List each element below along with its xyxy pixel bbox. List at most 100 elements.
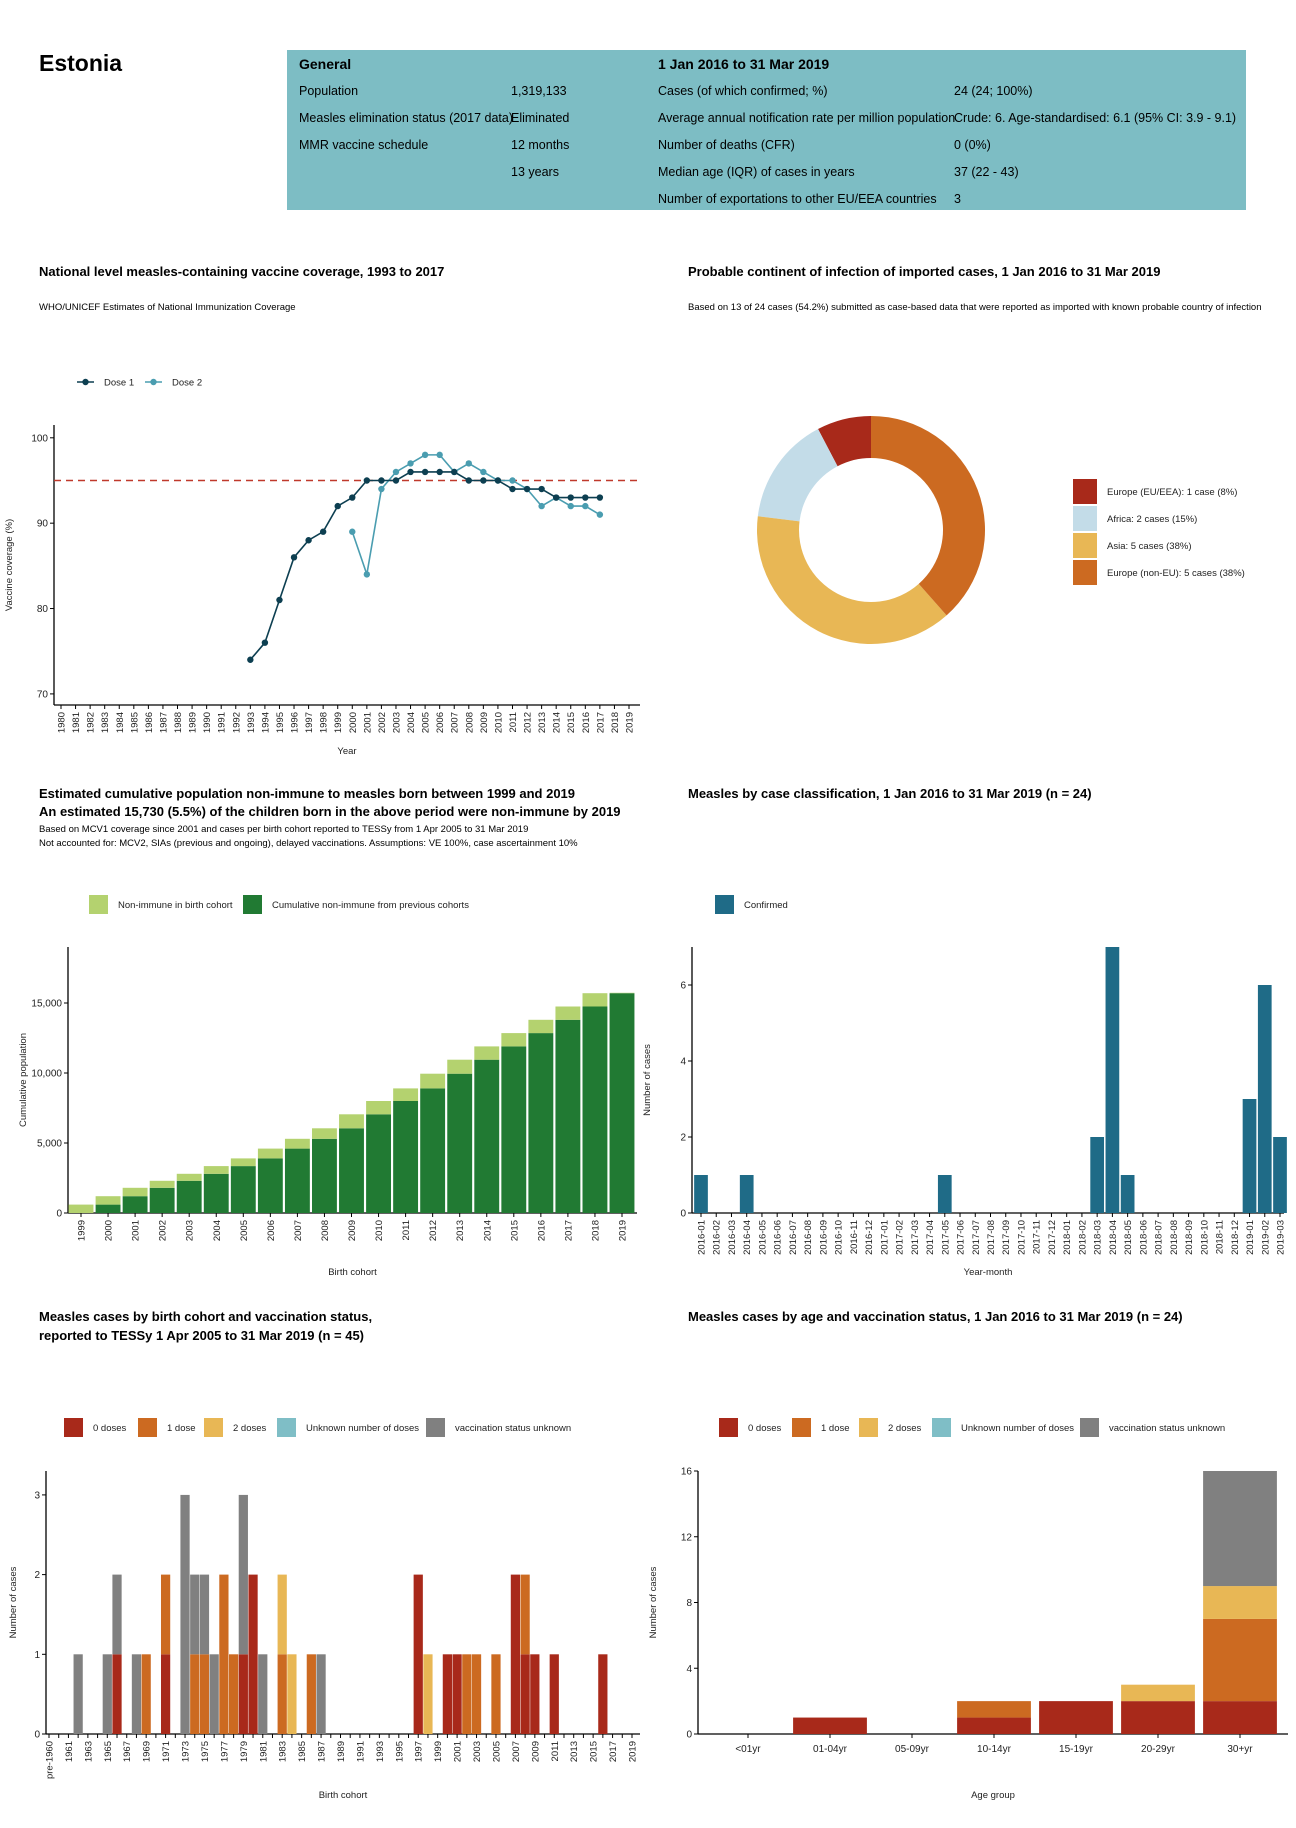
data-point bbox=[465, 460, 472, 467]
x-tick-label: 2008 bbox=[320, 1220, 331, 1241]
legend-label: vaccination status unknown bbox=[455, 1423, 571, 1434]
data-point bbox=[509, 477, 516, 484]
x-tick-label: 2017-11 bbox=[1032, 1220, 1043, 1254]
legend-label: Africa: 2 cases (15%) bbox=[1107, 514, 1197, 525]
bar-segment bbox=[423, 1654, 433, 1734]
bar-segment bbox=[257, 1148, 283, 1159]
x-tick-label: 1994 bbox=[260, 712, 271, 733]
bar-segment bbox=[520, 1574, 530, 1655]
x-tick-label: 2011 bbox=[550, 1741, 561, 1761]
bar-segment bbox=[582, 1006, 608, 1213]
data-point bbox=[363, 571, 371, 578]
data-point bbox=[349, 528, 356, 535]
bar-segment bbox=[122, 1187, 148, 1197]
x-tick-label: 2017 bbox=[595, 712, 606, 733]
legend-swatch bbox=[138, 1418, 157, 1437]
legend-label: Dose 2 bbox=[172, 378, 202, 389]
data-point bbox=[407, 468, 414, 476]
x-tick-label: 1987 bbox=[158, 712, 169, 733]
legend-label: 1 dose bbox=[821, 1423, 850, 1434]
x-tick-label: 1985 bbox=[129, 712, 140, 733]
y-tick-label: 0 bbox=[686, 1730, 692, 1741]
bar-segment bbox=[284, 1148, 310, 1213]
x-tick-label: 2007 bbox=[511, 1741, 522, 1762]
x-tick-label: 2016-02 bbox=[712, 1220, 723, 1255]
nonimmune-title-2: An estimated 15,730 (5.5%) of the childr… bbox=[39, 804, 621, 819]
bar-segment bbox=[474, 1059, 500, 1213]
bar-segment bbox=[277, 1574, 287, 1655]
bar-segment bbox=[284, 1138, 310, 1149]
x-tick-label: 2003 bbox=[185, 1220, 196, 1241]
legend-label: 2 doses bbox=[233, 1423, 267, 1434]
summary-box: General 1 Jan 2016 to 31 Mar 2019 Popula… bbox=[287, 50, 1246, 210]
bar-segment bbox=[277, 1654, 287, 1734]
x-tick-label: 1965 bbox=[103, 1741, 114, 1762]
x-tick-label: 1977 bbox=[219, 1741, 230, 1762]
x-tick-label: 1999 bbox=[433, 1741, 444, 1762]
bar-segment bbox=[501, 1046, 527, 1213]
data-point bbox=[596, 494, 604, 501]
bar-segment bbox=[549, 1654, 559, 1734]
legend-swatch bbox=[1073, 560, 1097, 585]
x-tick-label: 1995 bbox=[394, 1741, 405, 1762]
y-tick-label: 2 bbox=[34, 1570, 40, 1581]
period-value: Crude: 6. Age-standardised: 6.1 (95% CI:… bbox=[954, 111, 1237, 125]
x-tick-label: 2017-12 bbox=[1047, 1220, 1058, 1255]
x-tick-label: 2016-10 bbox=[834, 1220, 845, 1255]
bar-segment bbox=[1242, 1099, 1257, 1213]
data-point bbox=[596, 511, 604, 518]
x-tick-label: 2016-04 bbox=[742, 1220, 753, 1255]
bar-segment bbox=[248, 1574, 258, 1734]
x-tick-label: 2005 bbox=[239, 1220, 250, 1241]
data-point bbox=[378, 477, 385, 484]
x-tick-label: 2016 bbox=[581, 712, 592, 733]
age-title: Measles cases by age and vaccination sta… bbox=[688, 1309, 1183, 1324]
x-tick-label: 1969 bbox=[142, 1741, 153, 1762]
legend-swatch bbox=[932, 1418, 951, 1437]
legend-swatch bbox=[1073, 506, 1097, 531]
data-point bbox=[421, 451, 429, 459]
x-tick-label: 2006 bbox=[435, 712, 446, 733]
y-tick-label: 10,000 bbox=[31, 1069, 62, 1080]
x-tick-label: 2009 bbox=[479, 712, 490, 733]
x-tick-label: 2018 bbox=[590, 1220, 601, 1241]
period-value: 37 (22 - 43) bbox=[954, 165, 1019, 179]
legend-label: Cumulative non-immune from previous coho… bbox=[272, 900, 469, 911]
x-tick-label: 1998 bbox=[319, 712, 330, 733]
x-axis-label: Year-month bbox=[964, 1267, 1013, 1278]
data-point bbox=[451, 468, 458, 476]
x-axis-label: Year bbox=[337, 746, 356, 757]
data-point bbox=[247, 656, 254, 663]
x-tick-label: 20-29yr bbox=[1141, 1744, 1176, 1755]
period-value: 3 bbox=[954, 192, 961, 206]
nonimmune-subtitle: Based on MCV1 coverage since 2001 and ca… bbox=[39, 824, 529, 835]
x-tick-label: 2001 bbox=[131, 1220, 142, 1241]
x-tick-label: 1973 bbox=[181, 1741, 192, 1762]
bar-segment bbox=[957, 1701, 1031, 1718]
legend-label: 0 doses bbox=[748, 1423, 782, 1434]
general-label: MMR vaccine schedule bbox=[299, 138, 429, 152]
bar-segment bbox=[73, 1654, 83, 1734]
y-tick-label: 0 bbox=[34, 1730, 40, 1741]
x-tick-label: 1980 bbox=[57, 712, 68, 733]
bar-segment bbox=[501, 1033, 527, 1047]
bar-segment bbox=[413, 1574, 423, 1734]
legend-label: 1 dose bbox=[167, 1423, 196, 1434]
x-tick-label: 1999 bbox=[77, 1220, 88, 1241]
x-tick-label: 2015 bbox=[509, 1220, 520, 1241]
y-axis-label: Number of cases bbox=[648, 1566, 659, 1638]
bar-segment bbox=[1203, 1618, 1277, 1702]
x-tick-label: 10-14yr bbox=[977, 1744, 1012, 1755]
bar-segment bbox=[95, 1196, 121, 1205]
bar-segment bbox=[306, 1654, 316, 1734]
bar-segment bbox=[238, 1654, 248, 1734]
bar-segment bbox=[555, 1019, 581, 1213]
x-tick-label: 1995 bbox=[275, 712, 286, 733]
bar-segment bbox=[447, 1059, 473, 1074]
x-tick-label: 1985 bbox=[297, 1741, 308, 1762]
data-point bbox=[261, 639, 269, 646]
bar-segment bbox=[180, 1494, 190, 1734]
legend-swatch bbox=[859, 1418, 878, 1437]
x-tick-label: 2018-03 bbox=[1093, 1220, 1104, 1255]
series-line bbox=[249, 471, 600, 661]
